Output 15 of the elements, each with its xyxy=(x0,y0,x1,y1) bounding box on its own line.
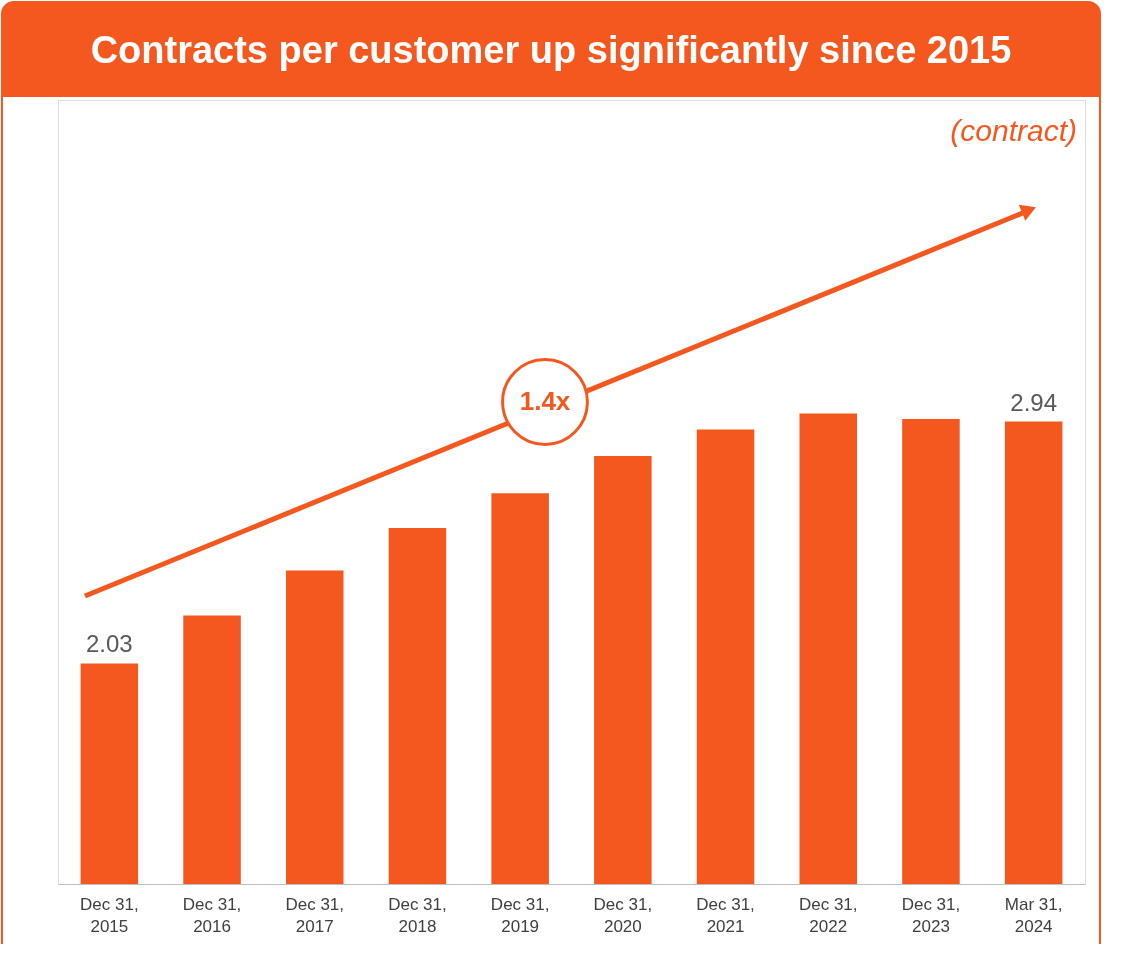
x-tick-label: Mar 31, 2024 xyxy=(1004,894,1063,936)
annotation: (contract) xyxy=(950,114,1077,147)
x-tick-label: Dec 31, 2015 xyxy=(80,894,139,936)
x-tick-label: Dec 31, 2020 xyxy=(593,894,653,936)
x-tick-label: Dec 31, 2023 xyxy=(901,894,961,936)
annotation: 1.4x xyxy=(519,386,571,416)
x-tick-label: Dec 31, 2022 xyxy=(798,894,858,936)
x-tick-label: Dec 31, 2018 xyxy=(388,894,447,936)
x-tick-label: Dec 31, 2017 xyxy=(285,894,345,936)
data-label: 2.03 xyxy=(85,630,133,658)
data-label: 2.94 xyxy=(1010,388,1058,416)
x-tick-label: Dec 31, 2019 xyxy=(490,894,550,936)
x-tick-label: Dec 31, 2016 xyxy=(182,894,242,936)
x-tick-label: Dec 31, 2021 xyxy=(696,894,755,936)
chart-title: Contracts per customer up significantly since 2015 xyxy=(90,29,1012,71)
